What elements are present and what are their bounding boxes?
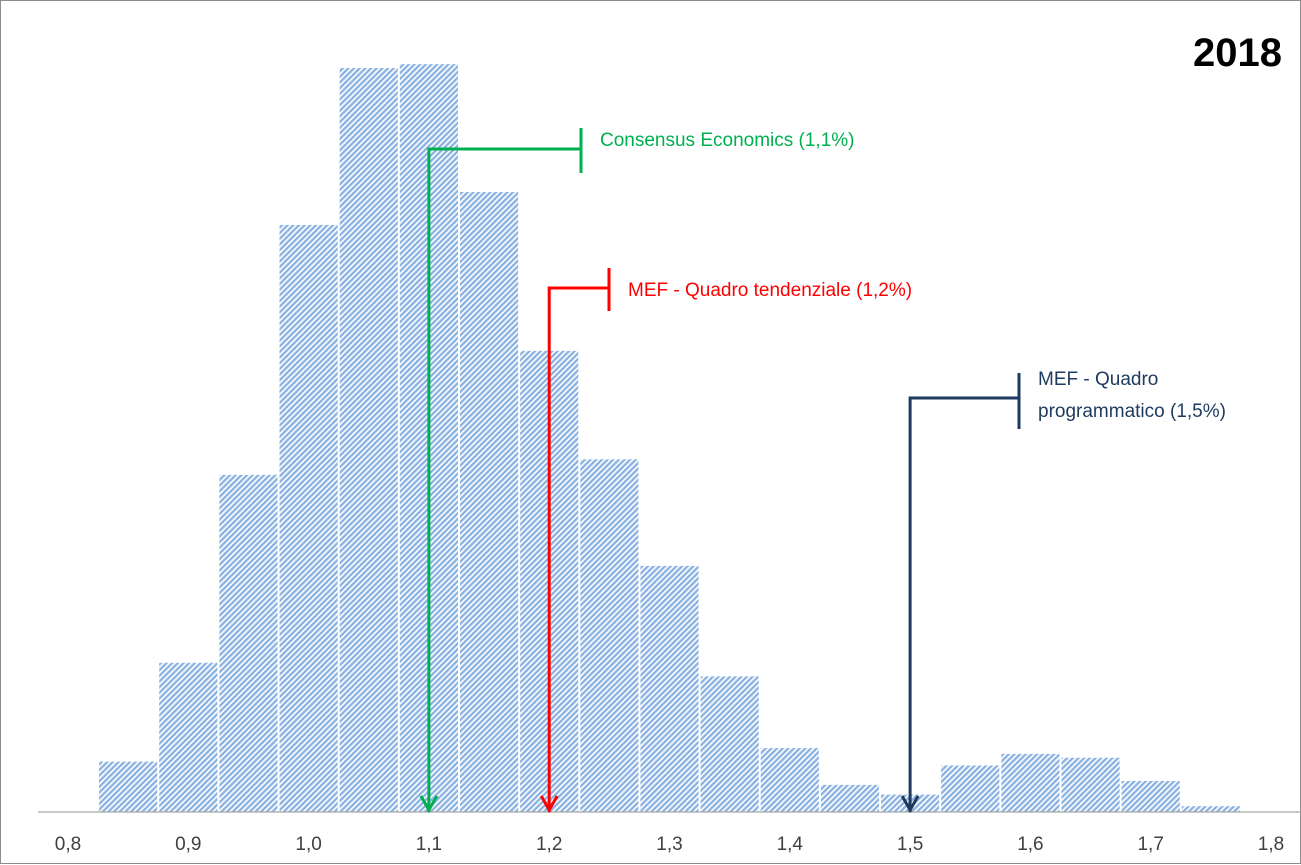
chart-title: 2018 [1193, 31, 1282, 75]
histogram-bar [820, 784, 880, 812]
annotation-label: programmatico (1,5%) [1038, 401, 1226, 422]
arrow-head [419, 795, 439, 814]
x-tick-label: 1,0 [295, 834, 321, 855]
annotation-label: MEF - Quadro tendenziale (1,2%) [628, 280, 912, 301]
histogram-bar [459, 192, 519, 812]
histogram-bar [279, 224, 338, 812]
x-tick-label: 0,8 [55, 834, 81, 855]
histogram-bar [99, 761, 158, 812]
arrow-head [900, 795, 920, 814]
x-tick-label: 1,3 [656, 834, 682, 855]
histogram-bar [1001, 753, 1060, 812]
annotation-arrow [908, 396, 1019, 812]
histogram-bar [1121, 781, 1180, 812]
histogram-bar [159, 662, 218, 812]
x-tick-label: 0,9 [175, 834, 201, 855]
annotation-marker: MEF - Quadro tendenziale (1,2%) [539, 268, 912, 814]
histogram-bar [1181, 806, 1240, 812]
annotation-label: Consensus Economics (1,1%) [600, 130, 855, 151]
arrow-head [539, 795, 559, 814]
x-tick-label: 1,1 [416, 834, 442, 855]
annotation-marker: Consensus Economics (1,1%) [419, 128, 855, 814]
histogram-bar [941, 765, 1000, 812]
x-tick-label: 1,8 [1258, 834, 1284, 855]
histogram-bar [700, 676, 759, 812]
histogram-bar [640, 565, 699, 812]
x-tick-label: 1,4 [777, 834, 804, 855]
histogram-bar [219, 474, 278, 812]
x-tick-label: 1,5 [897, 834, 923, 855]
annotation-arrow [427, 147, 581, 812]
x-tick-label: 1,2 [536, 834, 562, 855]
histogram-bar [1061, 757, 1120, 812]
histogram-bar [339, 68, 398, 812]
x-tick-label: 1,6 [1017, 834, 1043, 855]
annotation-marker: MEF - Quadro programmatico (1,5%) [900, 369, 1226, 814]
histogram-bar [580, 459, 639, 812]
annotation-label: MEF - Quadro [1038, 369, 1158, 390]
histogram-bar [760, 748, 819, 812]
annotation-arrow [547, 286, 609, 812]
x-tick-label: 1,7 [1137, 834, 1163, 855]
